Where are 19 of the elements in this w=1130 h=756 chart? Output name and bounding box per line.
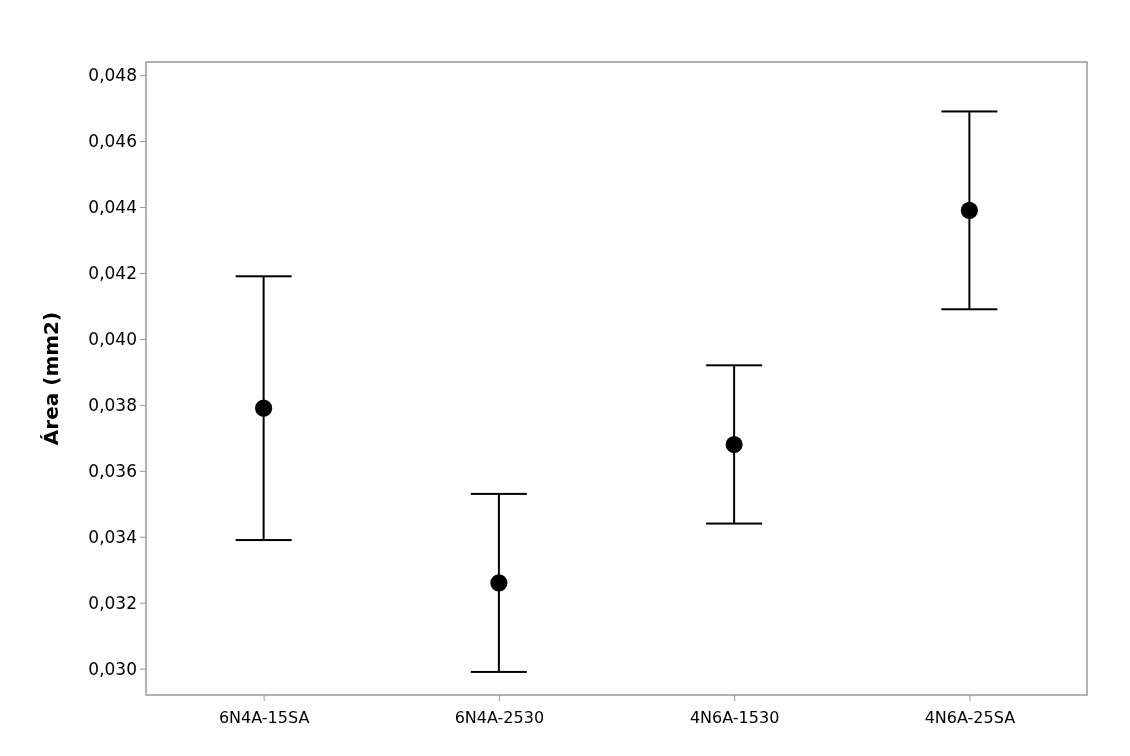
y-tick-label: 0,036 — [88, 460, 137, 481]
y-tick-label: 0,034 — [88, 526, 137, 547]
y-tick-label: 0,030 — [88, 658, 137, 679]
y-axis-title: Área (mm2) — [39, 311, 63, 446]
x-tick-label: 6N4A-15SA — [218, 708, 310, 728]
point — [490, 574, 508, 592]
point — [255, 399, 273, 417]
x-tick-label: 4N6A-1530 — [689, 708, 780, 728]
x-tick-label: 4N6A-25SA — [924, 708, 1016, 728]
x-tick-label: 6N4A-2530 — [454, 708, 545, 728]
y-tick-label: 0,042 — [88, 262, 137, 283]
y-tick-label: 0,040 — [88, 328, 137, 349]
y-tick-label: 0,048 — [88, 65, 137, 86]
y-tick-label: 0,032 — [88, 592, 137, 613]
y-tick-label: 0,038 — [88, 394, 137, 415]
y-tick-label: 0,044 — [88, 197, 137, 217]
y-tick-label: 0,046 — [88, 131, 137, 152]
point — [725, 435, 743, 453]
point — [960, 201, 978, 219]
